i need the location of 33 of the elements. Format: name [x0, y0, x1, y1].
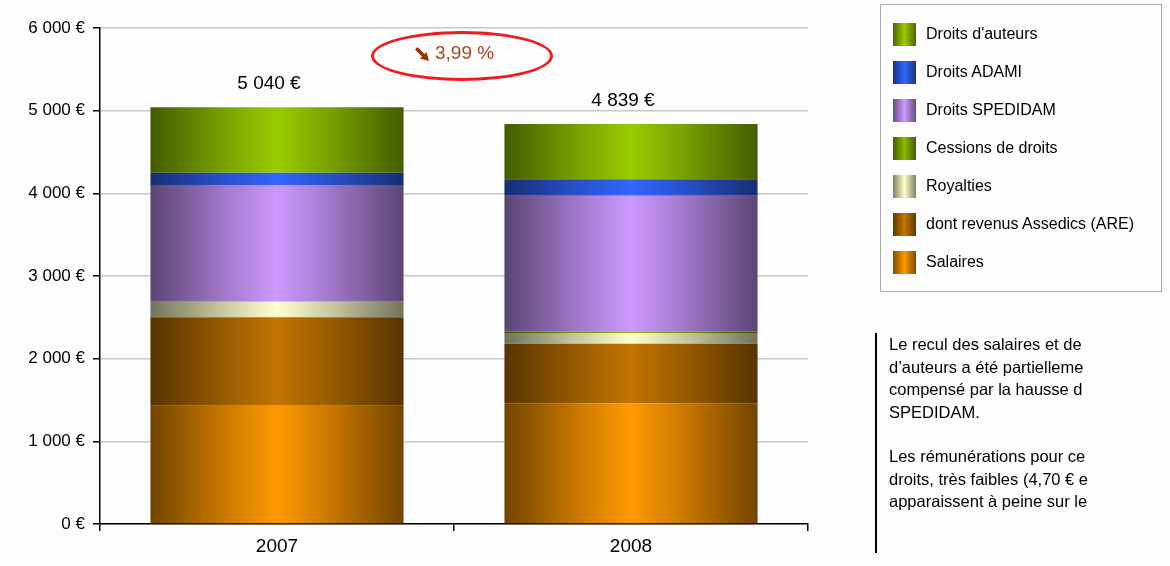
legend-label: Royalties [926, 177, 992, 195]
bar [150, 172, 404, 186]
total-label: 5 040 € [237, 72, 302, 94]
legend-label: Cessions de droits [926, 139, 1058, 157]
legend-label: dont revenus Assedics (ARE) [926, 215, 1135, 233]
y-tick-label: 2 000 € [28, 348, 86, 368]
bar [504, 179, 758, 196]
bar [150, 185, 404, 302]
bar [504, 343, 758, 404]
bar [150, 107, 404, 173]
y-tick-label: 0 € [61, 513, 86, 533]
bar [504, 403, 758, 524]
total-label: 4 839 € [591, 88, 656, 110]
y-tick-label: 3 000 € [28, 265, 86, 285]
legend-label: Droits ADAMI [926, 63, 1023, 81]
bar [150, 301, 404, 318]
y-tick-label: 1 000 € [28, 431, 86, 451]
bar [150, 405, 404, 524]
legend-label: Salaires [926, 253, 984, 271]
y-tick-label: 4 000 € [28, 183, 86, 203]
y-tick-label: 6 000 € [28, 17, 86, 37]
text: Les rémunérations pour ce droits, très faibles (4,70 € e apparaissent à peine sur le [889, 446, 1089, 512]
legend-label: Droits SPEDIDAM [926, 101, 1056, 119]
bar [150, 317, 404, 406]
text: Le recul des salaires et de d’auteurs a été partielleme compensé par la hausse d SPEDIDAM. [889, 334, 1085, 423]
legend-label: Droits d'auteurs [926, 25, 1038, 43]
annotation: 3,99 % [435, 42, 495, 64]
y-tick-label: 5 000 € [28, 100, 86, 120]
bar [504, 195, 758, 332]
x-tick-label: 2007 [255, 534, 299, 556]
bar [504, 123, 758, 180]
x-tick-label: 2008 [609, 534, 653, 556]
bar [504, 333, 758, 344]
